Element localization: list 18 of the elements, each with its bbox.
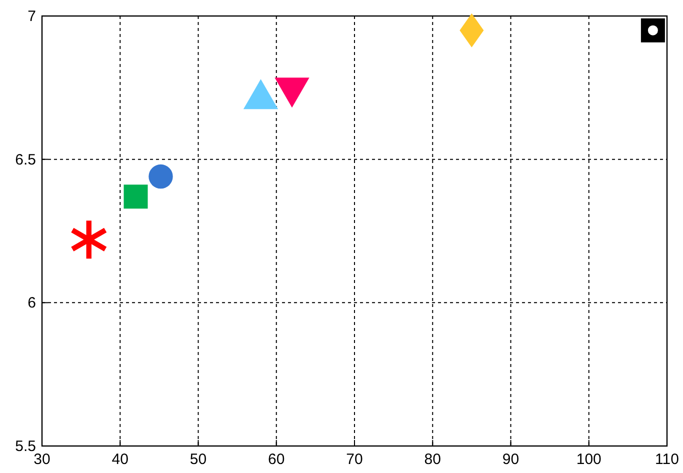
point (460, 13, 484, 48)
point (640, 18, 665, 42)
point (148, 164, 173, 189)
x-tick-label: 30 (34, 451, 50, 468)
y-tick-label: 7 (28, 8, 36, 25)
point (124, 184, 148, 209)
x-tick-label: 70 (346, 451, 363, 468)
x-tick-label: 100 (576, 451, 602, 468)
x-tick-label: 40 (112, 451, 128, 468)
x-tick-label: 110 (655, 451, 679, 468)
point (71, 220, 107, 259)
x-tick-label: 80 (424, 451, 441, 468)
x-tick-label: 90 (502, 451, 520, 468)
y-tick-label: 6.5 (15, 151, 36, 168)
x-tick-label: 50 (190, 451, 207, 468)
x-tick-label: 60 (268, 451, 285, 468)
y-tick-label: 5.5 (15, 438, 36, 455)
y-tick-label: 6 (28, 294, 36, 312)
